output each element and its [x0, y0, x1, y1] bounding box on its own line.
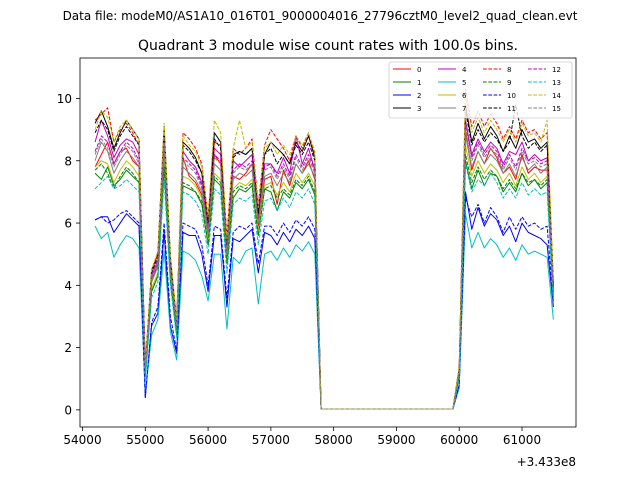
- x-tick-label: 59000: [377, 433, 415, 447]
- x-tick-label: 58000: [315, 433, 353, 447]
- legend-label-10: 10: [507, 92, 516, 100]
- legend-label-12: 12: [552, 66, 561, 74]
- axes-frame: [79, 57, 577, 428]
- legend-label-2: 2: [417, 92, 421, 100]
- legend-label-3: 3: [417, 105, 421, 113]
- plot-area: 54000 55000 56000 57000 58000 59000 60000 61000…: [57, 57, 577, 469]
- legend-label-8: 8: [507, 66, 511, 74]
- legend-label-7: 7: [462, 105, 466, 113]
- x-tick-label: 56000: [189, 433, 227, 447]
- legend-label-0: 0: [417, 66, 421, 74]
- series-line-14: [94, 94, 554, 410]
- legend-label-9: 9: [507, 79, 511, 87]
- y-tick-label: 10: [57, 92, 72, 106]
- legend-label-14: 14: [552, 92, 561, 100]
- y-tick-label: 2: [64, 341, 72, 355]
- y-tick-label: 6: [64, 217, 72, 231]
- x-tick-label: 54000: [63, 433, 101, 447]
- legend-label-1: 1: [417, 79, 421, 87]
- legend-label-4: 4: [462, 66, 467, 74]
- legend-label-11: 11: [507, 105, 516, 113]
- x-tick-label: 55000: [126, 433, 164, 447]
- series-line-13: [94, 163, 554, 410]
- y-tick-label: 8: [64, 154, 72, 168]
- legend-label-13: 13: [552, 79, 561, 87]
- series-line-10: [94, 197, 554, 410]
- chart-title: Quadrant 3 module wise count rates with …: [138, 38, 518, 54]
- series-layer: [94, 88, 554, 410]
- legend-frame: [388, 61, 573, 119]
- figure-suptitle: Data file: modeM0/AS1A10_016T01_90000040…: [63, 9, 578, 23]
- y-tick-label: 4: [64, 279, 72, 293]
- x-offset-label: +3.433e8: [517, 455, 576, 469]
- legend-label-15: 15: [552, 105, 561, 113]
- legend-label-5: 5: [462, 79, 466, 87]
- x-axis: 54000 55000 56000 57000 58000 59000 60000 61000: [63, 427, 541, 447]
- x-tick-label: 57000: [252, 433, 290, 447]
- y-tick-label: 0: [64, 403, 72, 417]
- y-axis: 0 2 4 6 8 10: [57, 92, 80, 417]
- x-tick-label: 61000: [503, 433, 541, 447]
- legend-label-6: 6: [462, 92, 467, 100]
- x-tick-label: 60000: [440, 433, 478, 447]
